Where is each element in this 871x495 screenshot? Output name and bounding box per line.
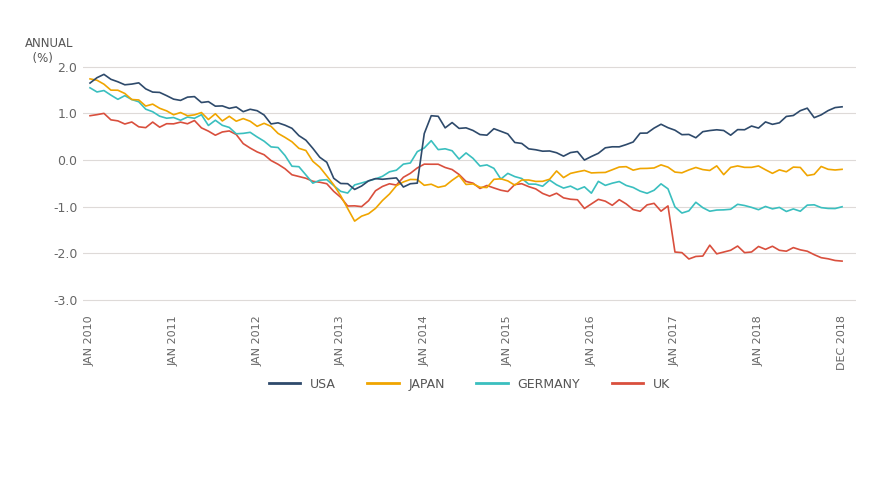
Text: ANNUAL
  (%): ANNUAL (%): [25, 37, 73, 65]
Legend: USA, JAPAN, GERMANY, UK: USA, JAPAN, GERMANY, UK: [264, 373, 675, 396]
